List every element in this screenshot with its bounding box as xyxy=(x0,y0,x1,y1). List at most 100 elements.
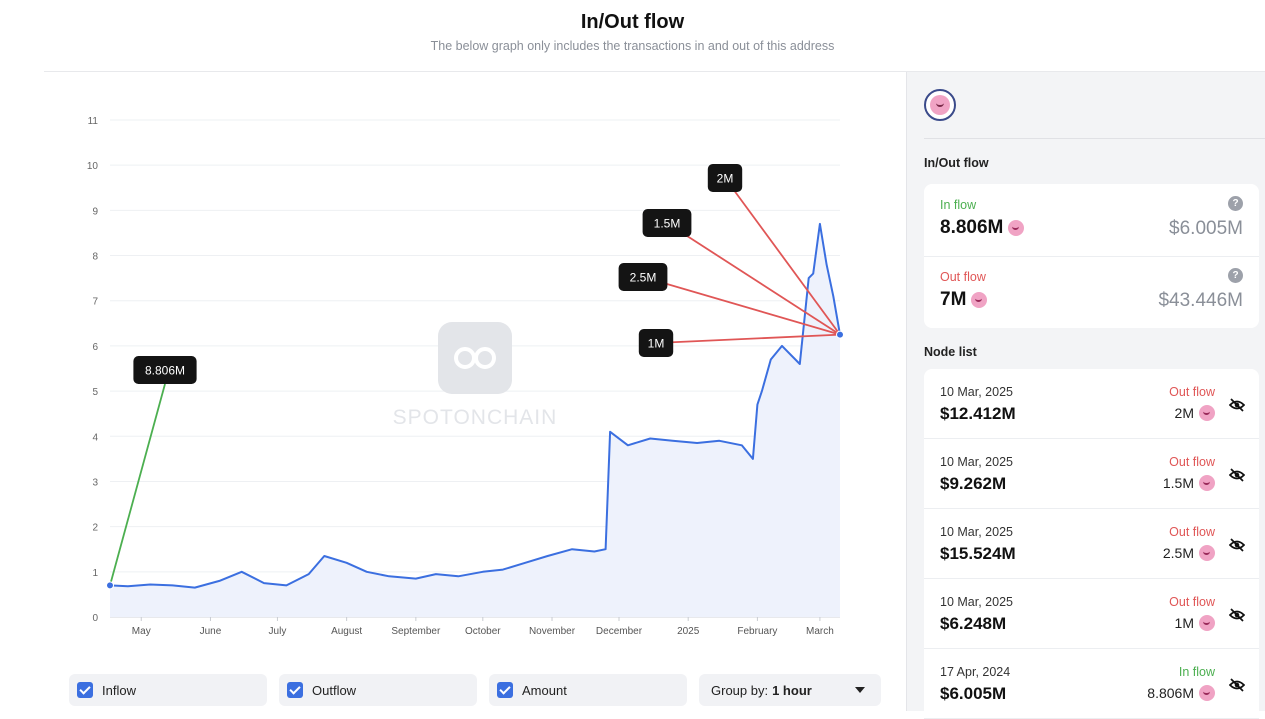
x-tick-label: July xyxy=(269,626,287,637)
inflow-amount: 8.806M xyxy=(940,217,1025,239)
node-usd: $9.262M xyxy=(940,474,1007,493)
inflow-row: In flow ? 8.806M $6.005M xyxy=(924,184,1259,256)
sidebar: In/Out flow In flow ? 8.806M $6.005M Out… xyxy=(906,72,1265,719)
node-item[interactable]: 10 Mar, 2025 $12.412M Out flow 2M xyxy=(924,369,1259,439)
inflow-label: In flow xyxy=(940,198,977,212)
y-tick-label: 4 xyxy=(92,432,98,443)
token-icon xyxy=(930,95,950,115)
node-amount: 1M xyxy=(1175,615,1215,631)
node-usd: $6.248M xyxy=(940,614,1007,633)
inflow-amount-value: 8.806M xyxy=(940,217,1004,238)
node-date: 10 Mar, 2025 xyxy=(940,455,1013,469)
callout-box xyxy=(133,356,197,384)
token-icon xyxy=(1199,475,1215,491)
node-item[interactable]: 10 Mar, 2025 $6.248M Out flow 1M xyxy=(924,579,1259,649)
y-tick-label: 0 xyxy=(92,613,98,624)
series-start-point xyxy=(106,581,114,590)
node-date: 10 Mar, 2025 xyxy=(940,595,1013,609)
node-amount: 2.5M xyxy=(1163,545,1215,561)
callout-line xyxy=(655,333,841,344)
node-direction: Out flow xyxy=(1169,595,1215,609)
group-by-select[interactable]: Group by: 1 hour xyxy=(699,674,881,706)
node-amount-value: 2M xyxy=(1174,405,1194,421)
amount-checkbox-label: Amount xyxy=(522,682,567,698)
inflow-checkbox-label: Inflow xyxy=(102,682,136,698)
outflow-label: Out flow xyxy=(940,270,986,284)
token-avatar[interactable] xyxy=(924,89,956,121)
y-tick-label: 11 xyxy=(88,116,99,127)
callout-box xyxy=(707,164,743,192)
checkbox-checked-icon xyxy=(77,682,93,698)
series-end-point xyxy=(836,330,844,339)
x-tick-label: October xyxy=(465,626,501,637)
node-direction: Out flow xyxy=(1169,385,1215,399)
x-tick-label: June xyxy=(200,626,222,637)
y-tick-label: 3 xyxy=(92,477,98,488)
flow-chart: 0 1 2 3 4 5 6 7 8 9 10 11 May June July August September… xyxy=(44,72,906,711)
x-tick-label: 2025 xyxy=(677,626,700,637)
page-title: In/Out flow xyxy=(580,11,685,33)
outflow-amount: 7M xyxy=(940,289,988,311)
y-tick-label: 2 xyxy=(92,523,98,534)
node-list-title: Node list xyxy=(924,345,977,359)
y-tick-label: 10 xyxy=(87,161,99,172)
help-icon[interactable]: ? xyxy=(1228,268,1243,283)
checkbox-checked-icon xyxy=(287,682,303,698)
eye-off-icon[interactable] xyxy=(1229,537,1245,553)
node-amount-value: 2.5M xyxy=(1162,545,1194,561)
node-direction: In flow xyxy=(1178,665,1215,679)
y-tick-label: 5 xyxy=(92,387,98,398)
node-amount-value: 1M xyxy=(1174,615,1194,631)
header-divider xyxy=(44,71,1265,72)
callout-label: 1M xyxy=(648,337,665,351)
flow-summary-card: In flow ? 8.806M $6.005M Out flow ? 7M $… xyxy=(924,184,1259,328)
flow-divider xyxy=(924,256,1259,257)
node-date: 17 Apr, 2024 xyxy=(940,665,1011,679)
node-usd: $12.412M xyxy=(940,404,1016,423)
node-item[interactable]: 17 Apr, 2024 $6.005M In flow 8.806M xyxy=(924,649,1259,719)
node-amount: 1.5M xyxy=(1163,475,1215,491)
watermark-logo-eye xyxy=(474,347,496,369)
token-icon xyxy=(1199,545,1215,561)
y-tick-label: 6 xyxy=(92,342,98,353)
checkbox-checked-icon xyxy=(497,682,513,698)
x-tick-label: December xyxy=(596,626,643,637)
y-tick-label: 9 xyxy=(92,206,98,217)
callout-box xyxy=(642,209,692,237)
outflow-checkbox[interactable]: Outflow xyxy=(279,674,477,706)
node-usd: $15.524M xyxy=(940,544,1016,563)
node-date: 10 Mar, 2025 xyxy=(940,385,1013,399)
node-amount-value: 8.806M xyxy=(1147,685,1194,701)
eye-off-icon[interactable] xyxy=(1229,397,1245,413)
callout-line xyxy=(642,276,841,336)
callout-box xyxy=(638,329,674,357)
node-date: 10 Mar, 2025 xyxy=(940,525,1013,539)
group-by-label: Group by: xyxy=(711,682,769,698)
inflow-checkbox[interactable]: Inflow xyxy=(69,674,267,706)
inout-section-title: In/Out flow xyxy=(924,156,989,170)
token-icon xyxy=(971,292,988,308)
token-icon xyxy=(1199,685,1215,701)
callout-line xyxy=(724,177,841,336)
token-icon xyxy=(1199,405,1215,421)
y-tick-label: 1 xyxy=(92,568,98,579)
callout-line xyxy=(109,383,166,586)
x-tick-label: August xyxy=(331,626,362,637)
help-icon[interactable]: ? xyxy=(1228,196,1243,211)
node-item[interactable]: 10 Mar, 2025 $15.524M Out flow 2.5M xyxy=(924,509,1259,579)
inflow-usd: $6.005M xyxy=(1169,218,1243,239)
eye-off-icon[interactable] xyxy=(1229,467,1245,483)
group-by-value: 1 hour xyxy=(772,682,812,698)
eye-off-icon[interactable] xyxy=(1229,677,1245,693)
page-header: In/Out flow The below graph only include… xyxy=(0,0,1265,70)
token-icon xyxy=(1008,220,1025,236)
callout-line xyxy=(666,222,841,336)
node-item[interactable]: 10 Mar, 2025 $9.262M Out flow 1.5M xyxy=(924,439,1259,509)
chart-svg: 0 1 2 3 4 5 6 7 8 9 10 11 May June July August September… xyxy=(87,116,844,637)
amount-checkbox[interactable]: Amount xyxy=(489,674,687,706)
callout-box xyxy=(618,263,668,291)
eye-off-icon[interactable] xyxy=(1229,607,1245,623)
x-tick-label: March xyxy=(806,626,834,637)
token-icon xyxy=(1199,615,1215,631)
series-line xyxy=(109,222,841,589)
